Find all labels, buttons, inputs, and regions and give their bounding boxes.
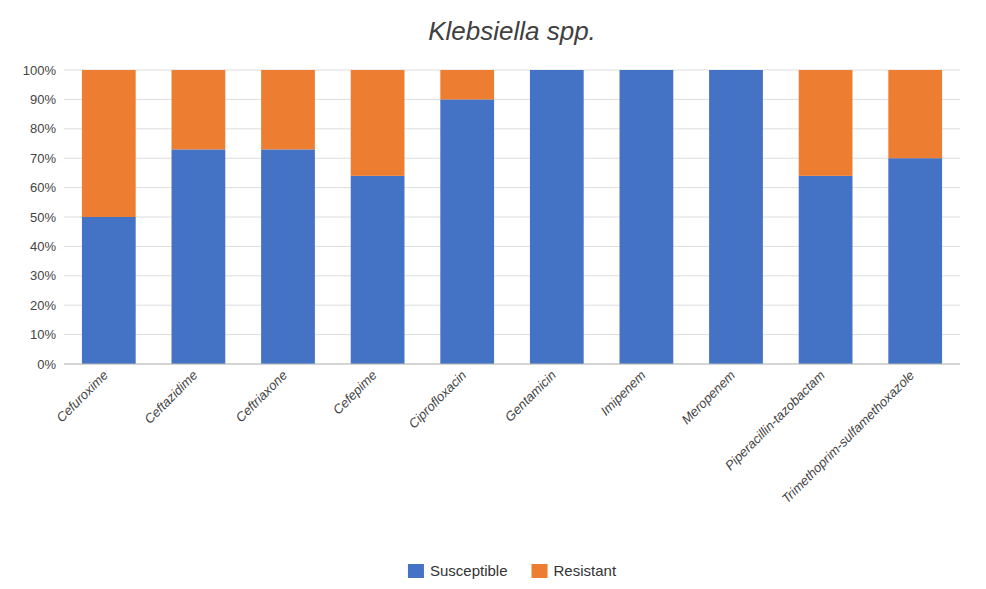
bar [799,176,853,364]
bar [172,149,226,364]
grid-line [64,364,960,365]
x-tick-label: Ceftriaxone [233,368,291,426]
bar [620,70,674,364]
series [82,70,942,217]
y-tick-label: 80% [30,121,56,136]
title: Klebsiella spp. [428,16,596,46]
series [82,70,942,364]
bar [888,70,942,158]
y-tick-label: 60% [30,180,56,195]
bar [82,70,136,217]
x-tick-label: Piperacillin-tazobactam [722,367,828,473]
bar [82,217,136,364]
bar [709,70,763,364]
x-tick-label: Cefepime [330,368,380,418]
legend-swatch [408,564,424,578]
x-tick-label: Imipenem [598,367,649,418]
grid [64,70,960,364]
y-tick-label: 100% [23,63,57,78]
x-axis-line [64,364,960,365]
legend: Susceptible Resistant [408,562,617,579]
bar [351,176,405,364]
bars [82,70,942,364]
y-tick-label: 30% [30,268,56,283]
y-tick-label: 50% [30,210,56,225]
bar [799,70,853,176]
y-tick-label: 20% [30,298,56,313]
bar [351,70,405,176]
bar [530,70,584,71]
legend-item: Resistant [532,562,617,579]
x-tick-label: Ciprofloxacin [406,368,470,432]
y-tick-label: 10% [30,327,56,342]
bar [709,70,763,71]
bar [440,99,494,364]
bar [530,70,584,364]
bar [440,70,494,99]
x-tick-label: Cefuroxime [53,368,111,426]
y-tick-label: 0% [37,357,56,372]
bar [261,70,315,149]
bar [261,149,315,364]
bar [620,70,674,71]
chart: Klebsiella spp. 0% 10% 20% 30% 40% 50% 60% 70% 80… [0,0,986,589]
legend-label: Resistant [554,562,617,579]
legend-swatch [532,564,548,578]
x-tick-label: Trimethoprim-sulfamethoxazole [779,368,918,507]
bar [888,158,942,364]
x-tick-label: Ceftazidime [141,368,200,427]
x-tick-label: Meropenem [678,367,738,427]
y-tick-label: 90% [30,92,56,107]
y-tick-label: 70% [30,151,56,166]
x-tick-label: Gentamicin [502,368,559,425]
y-tick-label: 40% [30,239,56,254]
bar [172,70,226,149]
legend-label: Susceptible [430,562,508,579]
legend-item: Susceptible [408,562,508,579]
